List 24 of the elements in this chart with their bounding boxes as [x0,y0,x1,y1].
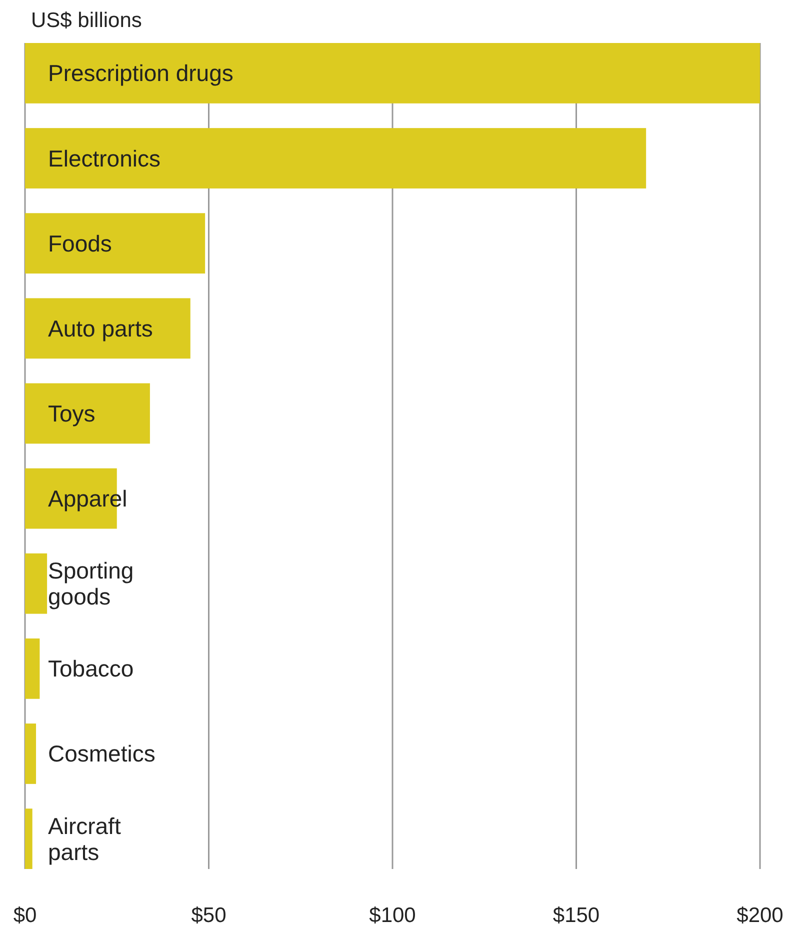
y-tick-label: Cosmetics [48,740,156,767]
y-tick-label: Electronics [48,145,160,172]
bar [25,808,32,869]
y-tick-label: Tobacco [48,656,134,682]
bar [25,553,48,614]
bar [25,213,206,274]
y-tick-label: Toys [48,400,96,426]
x-tick-label: $50 [191,904,226,927]
x-axis-title: US$ billions [31,9,142,32]
y-tick-label: Auto parts [48,315,153,342]
bar [25,383,150,444]
y-tick-label: Sporting goods [48,558,134,610]
x-tick-label: $100 [369,904,416,927]
bar [25,638,40,699]
y-tick-label: Prescription drugs [48,60,234,86]
bar [25,298,190,359]
bar [25,724,36,784]
y-tick-label: Foods [48,230,112,256]
x-tick-label: $200 [736,904,784,927]
x-tick-label: $150 [552,904,600,927]
y-tick-label: Aircraft parts [48,812,122,865]
x-tick-label: $0 [13,904,37,927]
bar [25,128,646,188]
bar [25,43,760,104]
